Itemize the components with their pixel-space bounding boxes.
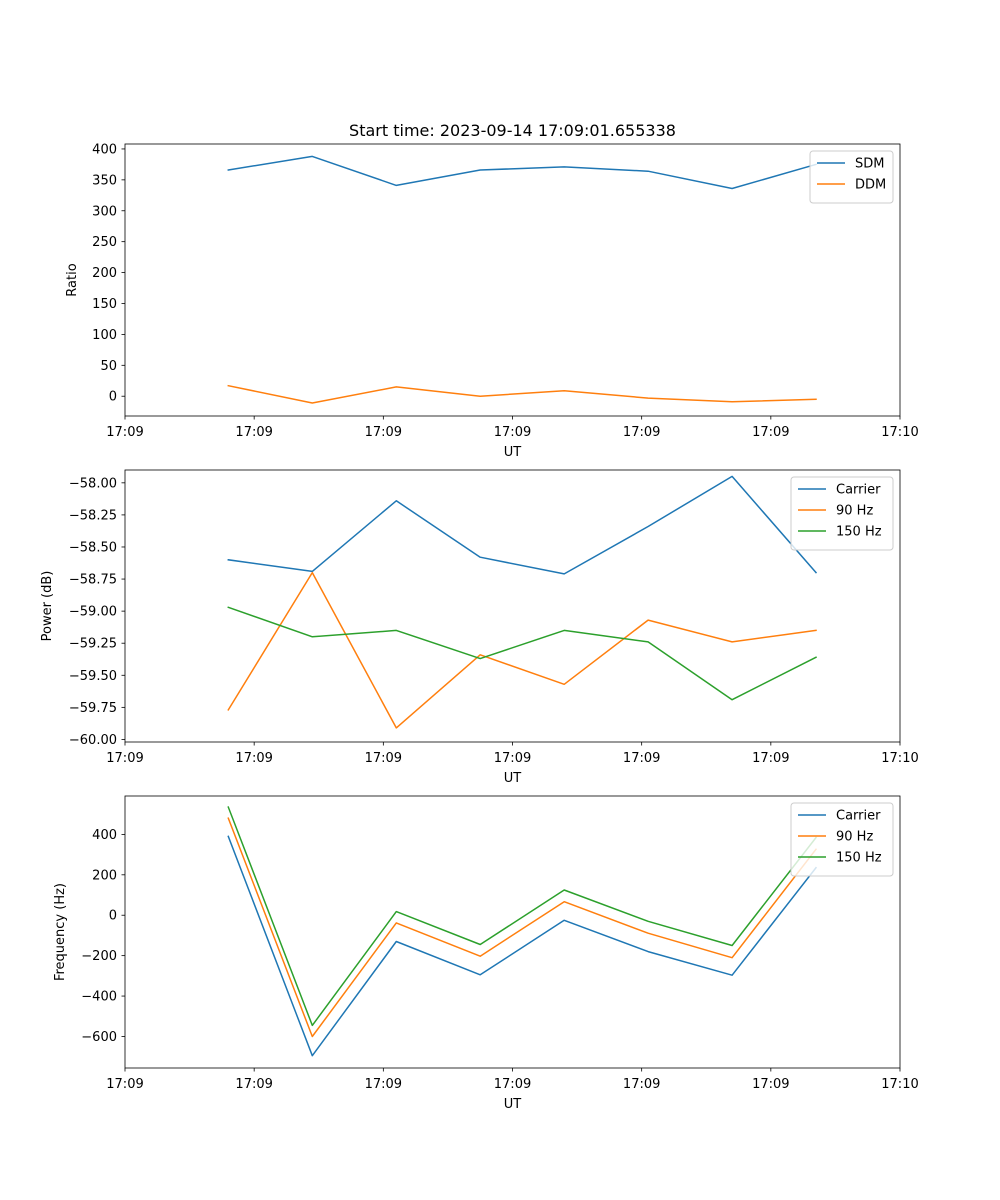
x-tick-label: 17:09 <box>752 425 789 440</box>
x-tick-label: 17:09 <box>623 425 660 440</box>
y-tick-label: −200 <box>81 949 117 964</box>
y-tick-label: −58.00 <box>69 476 117 491</box>
x-tick-label: 17:09 <box>365 751 402 766</box>
chart-panel-ratio: 17:09 17:09 17:09 17:09 17:09 17:09 17:10 0 50 10… <box>65 142 919 460</box>
x-tick-label: 17:09 <box>106 751 143 766</box>
legend: Carrier 90 Hz 150 Hz <box>790 802 894 877</box>
legend: SDM DDM <box>809 150 894 204</box>
series-line-150-hz <box>227 606 818 701</box>
y-tick-label: 200 <box>92 266 117 281</box>
series-line-carrier <box>227 835 818 1057</box>
y-tick-label: 150 <box>92 297 117 312</box>
y-tick-label: −60.00 <box>69 733 117 748</box>
y-tick-label: 100 <box>92 328 117 343</box>
legend-label: 90 Hz <box>836 830 873 845</box>
x-tick-label: 17:09 <box>494 1077 531 1092</box>
y-tick-label: 350 <box>92 173 117 188</box>
chart-panel-frequency: 17:09 17:09 17:09 17:09 17:09 17:09 17:10 −600 −… <box>53 795 919 1112</box>
series-line-sdm <box>227 155 817 190</box>
y-tick-label: 300 <box>92 204 117 219</box>
x-tick-label: 17:09 <box>623 1077 660 1092</box>
legend-box <box>809 150 894 204</box>
x-tick-label: 17:09 <box>494 751 531 766</box>
x-tick-label: 17:09 <box>365 1077 402 1092</box>
x-tick-label: 17:09 <box>365 425 402 440</box>
x-tick-label: 17:09 <box>752 1077 789 1092</box>
y-tick-label: −59.25 <box>69 637 117 652</box>
chart-panel-power: 17:09 17:09 17:09 17:09 17:09 17:09 17:10 −60.0… <box>40 469 919 786</box>
x-axis-label: UT <box>504 771 522 786</box>
x-tick-label: 17:10 <box>881 1077 918 1092</box>
series-line-90-hz <box>227 817 818 1038</box>
y-tick-label: −58.50 <box>69 540 117 555</box>
legend-label: 150 Hz <box>836 525 882 540</box>
figure-title: Start time: 2023-09-14 17:09:01.655338 <box>349 121 676 140</box>
y-tick-label: −59.75 <box>69 701 117 716</box>
series-line-90-hz <box>227 571 817 729</box>
x-tick-label: 17:09 <box>623 751 660 766</box>
y-tick-label: −58.75 <box>69 573 117 588</box>
series-line-carrier <box>227 475 818 575</box>
x-tick-label: 17:10 <box>881 751 918 766</box>
legend-label: 90 Hz <box>836 504 873 519</box>
x-tick-label: 17:09 <box>494 425 531 440</box>
x-axis-label: UT <box>504 1097 522 1112</box>
legend-label: DDM <box>855 178 886 193</box>
x-tick-label: 17:09 <box>235 1077 272 1092</box>
y-tick-label: −600 <box>81 1030 117 1045</box>
y-tick-label: 400 <box>92 828 117 843</box>
y-axis-label: Frequency (Hz) <box>53 883 68 981</box>
legend-label: 150 Hz <box>836 851 882 866</box>
chart-panels: 17:09 17:09 17:09 17:09 17:09 17:09 17:10 0 50 10… <box>40 142 919 1112</box>
y-tick-label: 0 <box>109 909 117 924</box>
y-tick-label: 400 <box>92 142 117 157</box>
y-axis-label: Power (dB) <box>40 571 55 642</box>
legend-label: SDM <box>855 157 884 172</box>
y-tick-label: −58.25 <box>69 508 117 523</box>
series-line-ddm <box>227 384 817 404</box>
y-tick-label: 200 <box>92 868 117 883</box>
y-axis-label: Ratio <box>65 263 80 296</box>
x-tick-label: 17:09 <box>235 425 272 440</box>
y-tick-label: −59.00 <box>69 605 117 620</box>
y-tick-label: 0 <box>109 390 117 405</box>
x-tick-label: 17:09 <box>106 425 143 440</box>
y-tick-label: −59.50 <box>69 669 117 684</box>
legend: Carrier 90 Hz 150 Hz <box>790 476 894 551</box>
series-line-150-hz <box>227 806 818 1027</box>
x-tick-label: 17:10 <box>881 425 918 440</box>
x-tick-label: 17:09 <box>752 751 789 766</box>
x-tick-label: 17:09 <box>235 751 272 766</box>
x-axis-label: UT <box>504 445 522 460</box>
y-tick-label: 50 <box>100 359 117 374</box>
legend-label: Carrier <box>836 809 881 824</box>
legend-label: Carrier <box>836 483 881 498</box>
y-tick-label: −400 <box>81 990 117 1005</box>
x-tick-label: 17:09 <box>106 1077 143 1092</box>
y-tick-label: 250 <box>92 235 117 250</box>
